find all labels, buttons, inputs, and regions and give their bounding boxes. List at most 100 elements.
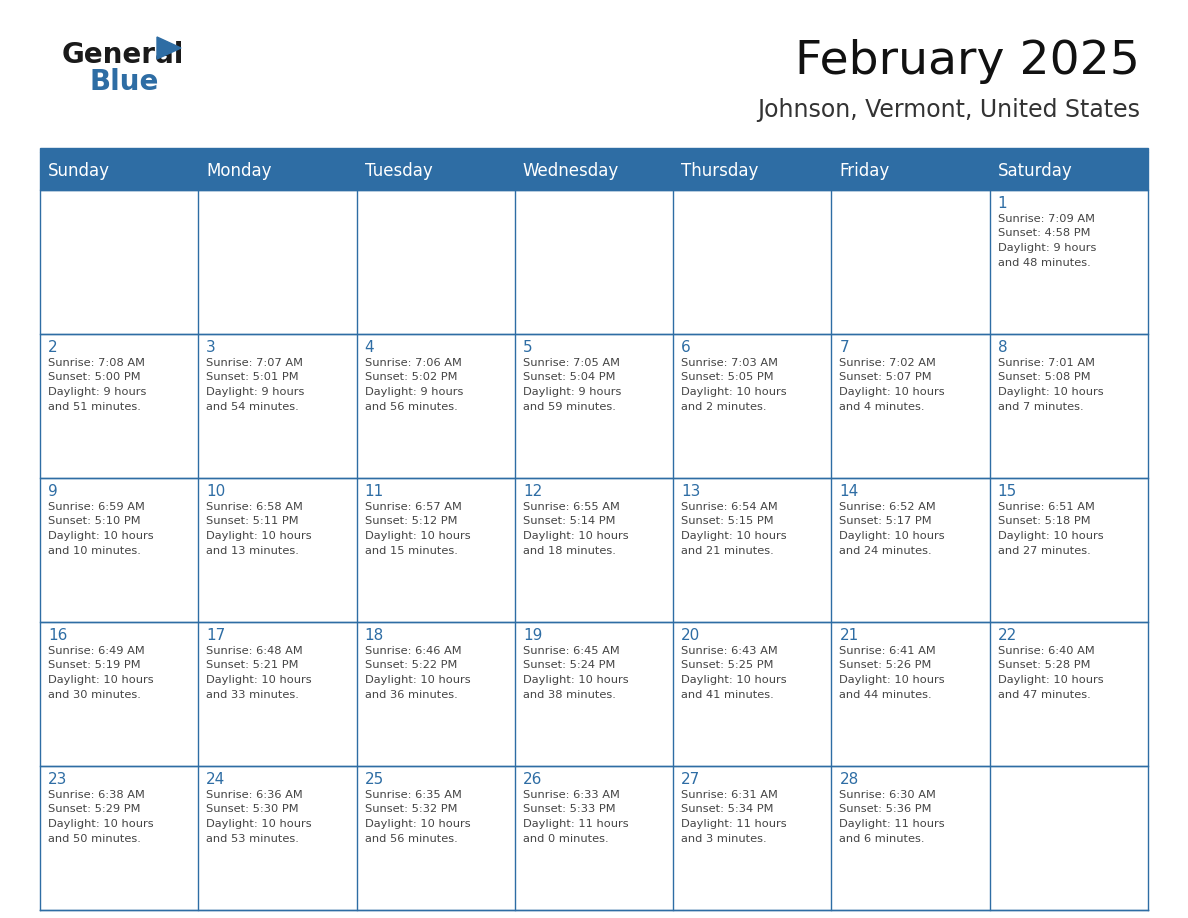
Text: 6: 6 [681,340,691,355]
Bar [198,152,356,190]
Text: Sunrise: 6:58 AM: Sunrise: 6:58 AM [207,502,303,512]
Text: Sunrise: 6:35 AM: Sunrise: 6:35 AM [365,790,461,800]
Bar [514,152,674,190]
Bar [40,478,198,622]
Text: Daylight: 10 hours: Daylight: 10 hours [207,819,312,829]
Text: Sunset: 5:28 PM: Sunset: 5:28 PM [998,660,1091,670]
Text: and 48 minutes.: and 48 minutes. [998,258,1091,267]
Text: and 10 minutes.: and 10 minutes. [48,545,141,555]
Text: Daylight: 10 hours: Daylight: 10 hours [207,531,312,541]
Text: Daylight: 10 hours: Daylight: 10 hours [365,819,470,829]
Bar [514,766,674,910]
Text: Sunrise: 6:52 AM: Sunrise: 6:52 AM [840,502,936,512]
Text: Daylight: 10 hours: Daylight: 10 hours [998,675,1104,685]
Text: Sunrise: 6:30 AM: Sunrise: 6:30 AM [840,790,936,800]
Text: Sunrise: 6:55 AM: Sunrise: 6:55 AM [523,502,620,512]
Text: 25: 25 [365,772,384,787]
Bar [832,334,990,478]
Text: Daylight: 10 hours: Daylight: 10 hours [48,531,153,541]
Text: Daylight: 11 hours: Daylight: 11 hours [523,819,628,829]
Text: Daylight: 10 hours: Daylight: 10 hours [998,387,1104,397]
Text: 18: 18 [365,628,384,643]
Text: Daylight: 9 hours: Daylight: 9 hours [48,387,146,397]
Text: and 54 minutes.: and 54 minutes. [207,401,299,411]
Text: and 36 minutes.: and 36 minutes. [365,689,457,700]
Bar [356,152,514,190]
Text: Daylight: 10 hours: Daylight: 10 hours [207,675,312,685]
Text: 13: 13 [681,484,701,499]
Text: Daylight: 10 hours: Daylight: 10 hours [48,675,153,685]
Bar [514,622,674,766]
Bar [40,152,198,190]
Bar [990,152,1148,190]
Text: Sunset: 5:12 PM: Sunset: 5:12 PM [365,517,457,527]
Text: Sunset: 5:25 PM: Sunset: 5:25 PM [681,660,773,670]
Text: and 7 minutes.: and 7 minutes. [998,401,1083,411]
Bar [40,766,198,910]
Text: Sunset: 5:24 PM: Sunset: 5:24 PM [523,660,615,670]
Bar [832,190,990,334]
Text: Sunset: 5:02 PM: Sunset: 5:02 PM [365,373,457,383]
Text: Sunset: 5:00 PM: Sunset: 5:00 PM [48,373,140,383]
Text: 24: 24 [207,772,226,787]
Text: and 59 minutes.: and 59 minutes. [523,401,615,411]
Text: Daylight: 10 hours: Daylight: 10 hours [840,531,944,541]
Text: Daylight: 10 hours: Daylight: 10 hours [681,675,786,685]
Text: Sunset: 5:30 PM: Sunset: 5:30 PM [207,804,299,814]
Bar [674,334,832,478]
Text: 8: 8 [998,340,1007,355]
Text: Thursday: Thursday [681,162,758,180]
Text: Sunset: 5:18 PM: Sunset: 5:18 PM [998,517,1091,527]
Text: Sunrise: 7:07 AM: Sunrise: 7:07 AM [207,358,303,368]
Text: Sunset: 5:36 PM: Sunset: 5:36 PM [840,804,931,814]
Bar [832,478,990,622]
Text: Sunset: 4:58 PM: Sunset: 4:58 PM [998,229,1091,239]
Text: and 50 minutes.: and 50 minutes. [48,834,141,844]
Text: Sunset: 5:17 PM: Sunset: 5:17 PM [840,517,933,527]
Text: 5: 5 [523,340,532,355]
Bar [990,478,1148,622]
Text: and 41 minutes.: and 41 minutes. [681,689,773,700]
Bar [674,622,832,766]
Text: Sunset: 5:29 PM: Sunset: 5:29 PM [48,804,140,814]
Text: and 0 minutes.: and 0 minutes. [523,834,608,844]
Text: 3: 3 [207,340,216,355]
Text: Sunset: 5:08 PM: Sunset: 5:08 PM [998,373,1091,383]
Bar [356,190,514,334]
Text: Sunrise: 7:09 AM: Sunrise: 7:09 AM [998,214,1094,224]
Text: Daylight: 10 hours: Daylight: 10 hours [998,531,1104,541]
Text: Sunrise: 6:49 AM: Sunrise: 6:49 AM [48,646,145,656]
Text: and 2 minutes.: and 2 minutes. [681,401,766,411]
Text: and 13 minutes.: and 13 minutes. [207,545,299,555]
Text: Sunrise: 7:05 AM: Sunrise: 7:05 AM [523,358,620,368]
Bar [198,190,356,334]
Text: 11: 11 [365,484,384,499]
Text: Daylight: 9 hours: Daylight: 9 hours [365,387,463,397]
Text: 16: 16 [48,628,68,643]
Text: and 18 minutes.: and 18 minutes. [523,545,615,555]
Text: and 30 minutes.: and 30 minutes. [48,689,141,700]
Text: 14: 14 [840,484,859,499]
Text: 21: 21 [840,628,859,643]
Polygon shape [157,37,181,59]
Text: and 53 minutes.: and 53 minutes. [207,834,299,844]
Text: Wednesday: Wednesday [523,162,619,180]
Bar [990,766,1148,910]
Text: Sunday: Sunday [48,162,110,180]
Text: Daylight: 10 hours: Daylight: 10 hours [840,675,944,685]
Text: Monday: Monday [207,162,272,180]
Text: Sunrise: 7:06 AM: Sunrise: 7:06 AM [365,358,461,368]
Bar [674,152,832,190]
Text: Sunset: 5:10 PM: Sunset: 5:10 PM [48,517,140,527]
Text: Daylight: 9 hours: Daylight: 9 hours [998,243,1097,253]
Text: Daylight: 10 hours: Daylight: 10 hours [365,531,470,541]
Bar [674,478,832,622]
Text: Sunrise: 6:31 AM: Sunrise: 6:31 AM [681,790,778,800]
Bar [674,190,832,334]
Text: Sunrise: 6:40 AM: Sunrise: 6:40 AM [998,646,1094,656]
Text: 1: 1 [998,196,1007,211]
Bar [356,622,514,766]
Text: Sunset: 5:04 PM: Sunset: 5:04 PM [523,373,615,383]
Text: and 6 minutes.: and 6 minutes. [840,834,925,844]
Text: Sunrise: 6:45 AM: Sunrise: 6:45 AM [523,646,620,656]
